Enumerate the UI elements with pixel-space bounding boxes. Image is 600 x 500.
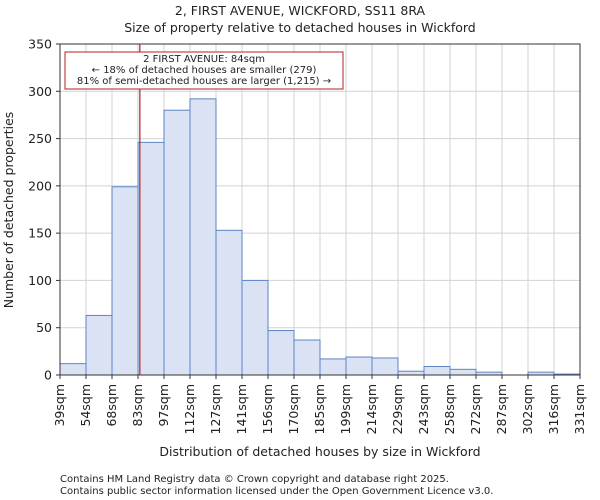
y-tick-label: 300 — [28, 84, 52, 99]
x-tick-label: 258sqm — [442, 384, 457, 434]
x-tick-label: 68sqm — [104, 384, 119, 427]
x-tick-label: 243sqm — [416, 384, 431, 434]
bar — [371, 357, 399, 376]
bar — [397, 370, 425, 376]
bar — [189, 98, 217, 376]
x-tick-label: 214sqm — [364, 384, 379, 434]
footer-line-1: Contains HM Land Registry data © Crown c… — [60, 474, 449, 485]
x-tick-label: 185sqm — [312, 384, 327, 434]
bar — [267, 330, 295, 376]
x-tick-label: 331sqm — [572, 384, 587, 434]
x-tick-label: 199sqm — [338, 384, 353, 434]
x-tick-label: 54sqm — [78, 384, 93, 427]
y-tick-label: 0 — [44, 368, 52, 383]
x-tick-label: 97sqm — [156, 384, 171, 427]
x-tick-label: 229sqm — [390, 384, 405, 434]
y-axis-label: Number of detached properties — [1, 112, 16, 309]
x-tick-label: 127sqm — [208, 384, 223, 434]
bar — [111, 186, 139, 376]
bar — [241, 279, 269, 376]
chart-title: 2, FIRST AVENUE, WICKFORD, SS11 8RA — [175, 3, 426, 18]
y-axis-ticks: 0 50 100 150 200 250 300 350 — [28, 37, 60, 383]
x-tick-label: 287sqm — [494, 384, 509, 434]
x-tick-label: 39sqm — [52, 384, 67, 427]
y-tick-label: 100 — [28, 273, 52, 288]
bar — [85, 314, 113, 376]
bar — [59, 363, 87, 376]
annotation-line-3: 81% of semi-detached houses are larger (… — [77, 76, 331, 87]
y-tick-label: 150 — [28, 226, 52, 241]
x-tick-label: 316sqm — [546, 384, 561, 434]
annotation-line-2: ← 18% of detached houses are smaller (27… — [92, 65, 317, 76]
footer-line-2: Contains public sector information licen… — [60, 486, 493, 497]
x-tick-label: 141sqm — [234, 384, 249, 434]
y-tick-label: 350 — [28, 37, 52, 52]
y-tick-label: 250 — [28, 131, 52, 146]
bar — [345, 356, 373, 376]
bar — [215, 229, 243, 376]
bars — [59, 98, 581, 376]
x-axis-ticks: 39sqm 54sqm 68sqm 83sqm 97sqm 112sqm 127sqm 141… — [52, 375, 587, 434]
x-tick-label: 170sqm — [286, 384, 301, 434]
bar — [163, 109, 191, 376]
annotation-box — [64, 51, 344, 90]
x-tick-label: 302sqm — [520, 384, 535, 434]
bar — [137, 141, 165, 376]
x-tick-label: 112sqm — [182, 384, 197, 434]
annotation-line-1: 2 FIRST AVENUE: 84sqm — [143, 54, 265, 65]
y-tick-label: 50 — [36, 320, 52, 335]
x-tick-label: 272sqm — [468, 384, 483, 434]
y-tick-label: 200 — [28, 178, 52, 193]
bar — [449, 368, 477, 376]
x-tick-label: 156sqm — [260, 384, 275, 434]
bar — [423, 365, 451, 376]
chart-subtitle: Size of property relative to detached ho… — [124, 20, 475, 35]
bar — [293, 339, 321, 376]
x-axis-label: Distribution of detached houses by size … — [159, 444, 480, 459]
x-tick-label: 83sqm — [130, 384, 145, 427]
bar — [319, 358, 347, 376]
